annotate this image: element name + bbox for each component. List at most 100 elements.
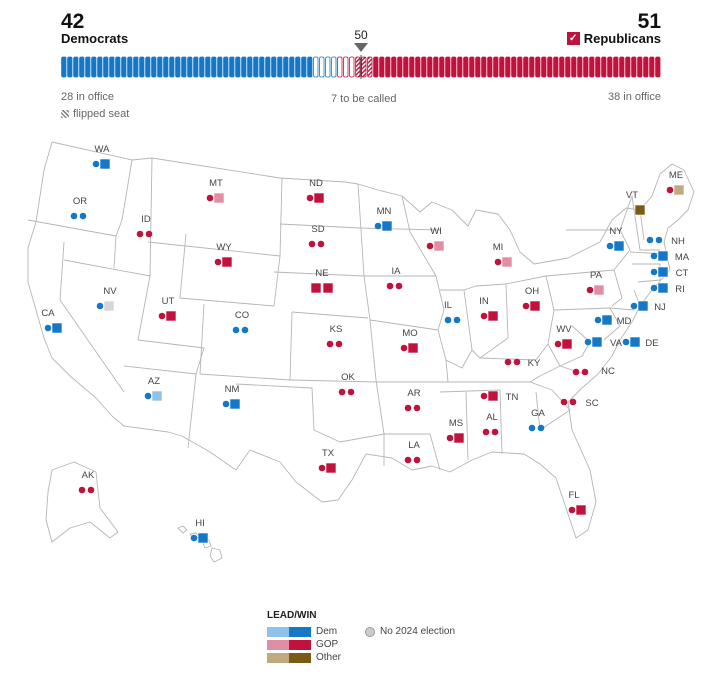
state-fl[interactable]: FL (568, 490, 587, 516)
state-az[interactable]: AZ (144, 376, 163, 402)
state-mi[interactable]: MI (493, 242, 513, 268)
rep-dot-marker (318, 464, 326, 472)
state-al[interactable]: AL (482, 412, 499, 436)
state-sc[interactable]: SC (560, 398, 599, 409)
state-ga[interactable]: GA (528, 408, 546, 432)
state-label: KY (528, 358, 541, 369)
seat-dem-in-office (193, 56, 199, 78)
state-hi[interactable]: HI (190, 518, 209, 544)
state-wi[interactable]: WI (426, 226, 445, 252)
state-wy[interactable]: WY (214, 242, 233, 268)
rep-dot-marker (87, 486, 95, 494)
rep-square-marker (529, 300, 541, 312)
seat-rep-in-office (523, 56, 529, 78)
seat-dem-in-office (133, 56, 139, 78)
state-ia[interactable]: IA (386, 266, 403, 290)
state-de[interactable]: DE (622, 336, 659, 349)
state-label: AZ (148, 376, 160, 387)
dem-square-marker (99, 158, 111, 170)
legend-other-label: Other (316, 652, 342, 663)
rep-dot-marker (386, 282, 394, 290)
rep-dot-marker (326, 340, 334, 348)
seat-dem-won (301, 56, 307, 78)
state-md[interactable]: MD (594, 314, 632, 327)
state-ny[interactable]: NY (606, 226, 625, 252)
state-ak[interactable]: AK (78, 470, 95, 494)
state-ks[interactable]: KS (326, 324, 343, 348)
dem-dot-marker (650, 252, 658, 260)
state-ok[interactable]: OK (338, 372, 356, 396)
state-label: TX (322, 448, 335, 459)
seat-rep-in-office (583, 56, 589, 78)
state-co[interactable]: CO (232, 310, 249, 334)
state-mo[interactable]: MO (400, 328, 419, 354)
state-ar[interactable]: AR (404, 388, 421, 412)
rep-lead-square-marker (501, 256, 513, 268)
state-sd[interactable]: SD (308, 224, 325, 248)
state-ky[interactable]: KY (504, 358, 541, 369)
seat-rep-in-office (451, 56, 457, 78)
dem-dot-marker (528, 424, 536, 432)
state-label: SD (311, 224, 324, 235)
state-me[interactable]: ME (666, 170, 685, 196)
state-ca[interactable]: CA (41, 308, 63, 334)
rep-square-marker (487, 310, 499, 322)
seat-rep-in-office (547, 56, 553, 78)
state-or[interactable]: OR (70, 196, 88, 220)
state-pa[interactable]: PA (586, 270, 605, 296)
state-va[interactable]: VA (584, 336, 623, 349)
dem-label: Democrats (61, 31, 129, 46)
seat-rep-in-office (463, 56, 469, 78)
state-nd[interactable]: ND (306, 178, 325, 204)
rep-dot-marker (413, 456, 421, 464)
check-icon: ✓ (566, 32, 580, 45)
state-in[interactable]: IN (479, 296, 499, 322)
state-nc[interactable]: NC (572, 366, 615, 377)
state-ct[interactable]: CT (650, 266, 689, 279)
seat-dem-in-office (223, 56, 229, 78)
state-vt[interactable]: VT (626, 190, 646, 216)
state-ut[interactable]: UT (158, 296, 177, 322)
state-ri[interactable]: RI (650, 282, 685, 295)
state-mt[interactable]: MT (206, 178, 225, 204)
seat-rep-uncalled (337, 56, 343, 78)
state-tn[interactable]: TN (480, 390, 519, 403)
state-ne[interactable]: NE (310, 268, 334, 294)
seat-dem-uncalled (319, 56, 325, 78)
us-senate-map: WA OR CA NV ID MT WY UT AZ CO NM ND SD NE KS OK TX MN IA MO… (27, 141, 695, 563)
state-id[interactable]: ID (136, 214, 153, 238)
state-ma[interactable]: MA (650, 250, 690, 263)
seat-dem-in-office (175, 56, 181, 78)
gop-lead-swatch (267, 639, 289, 650)
rep-square-marker (453, 432, 465, 444)
state-nh[interactable]: NH (646, 236, 685, 247)
state-nm[interactable]: NM (222, 384, 241, 410)
seat-rep-in-office (517, 56, 523, 78)
state-il[interactable]: IL (444, 300, 461, 324)
seat-rep-won (379, 56, 385, 78)
seat-dem-won (235, 56, 241, 78)
state-nj[interactable]: NJ (630, 300, 666, 313)
state-label: DE (645, 338, 658, 349)
state-label: ME (669, 170, 683, 181)
rep-square-marker (325, 462, 337, 474)
seat-dem-won (247, 56, 253, 78)
other-lead-square-marker (673, 184, 685, 196)
state-borders (27, 141, 695, 563)
state-oh[interactable]: OH (522, 286, 541, 312)
rep-dot-marker (560, 398, 568, 406)
seat-dem-in-office (121, 56, 127, 78)
state-nv[interactable]: NV (96, 286, 118, 312)
state-wv[interactable]: WV (554, 324, 573, 350)
state-mn[interactable]: MN (374, 206, 393, 232)
state-wa[interactable]: WA (92, 144, 111, 170)
state-la[interactable]: LA (404, 440, 421, 464)
seat-dem-won (295, 56, 301, 78)
seat-rep-uncalled (349, 56, 355, 78)
seat-rep-in-office (625, 56, 631, 78)
state-tx[interactable]: TX (318, 448, 337, 474)
state-label: SC (585, 398, 598, 409)
state-label: CO (235, 310, 249, 321)
seat-rep-won (373, 56, 379, 78)
state-ms[interactable]: MS (446, 418, 465, 444)
